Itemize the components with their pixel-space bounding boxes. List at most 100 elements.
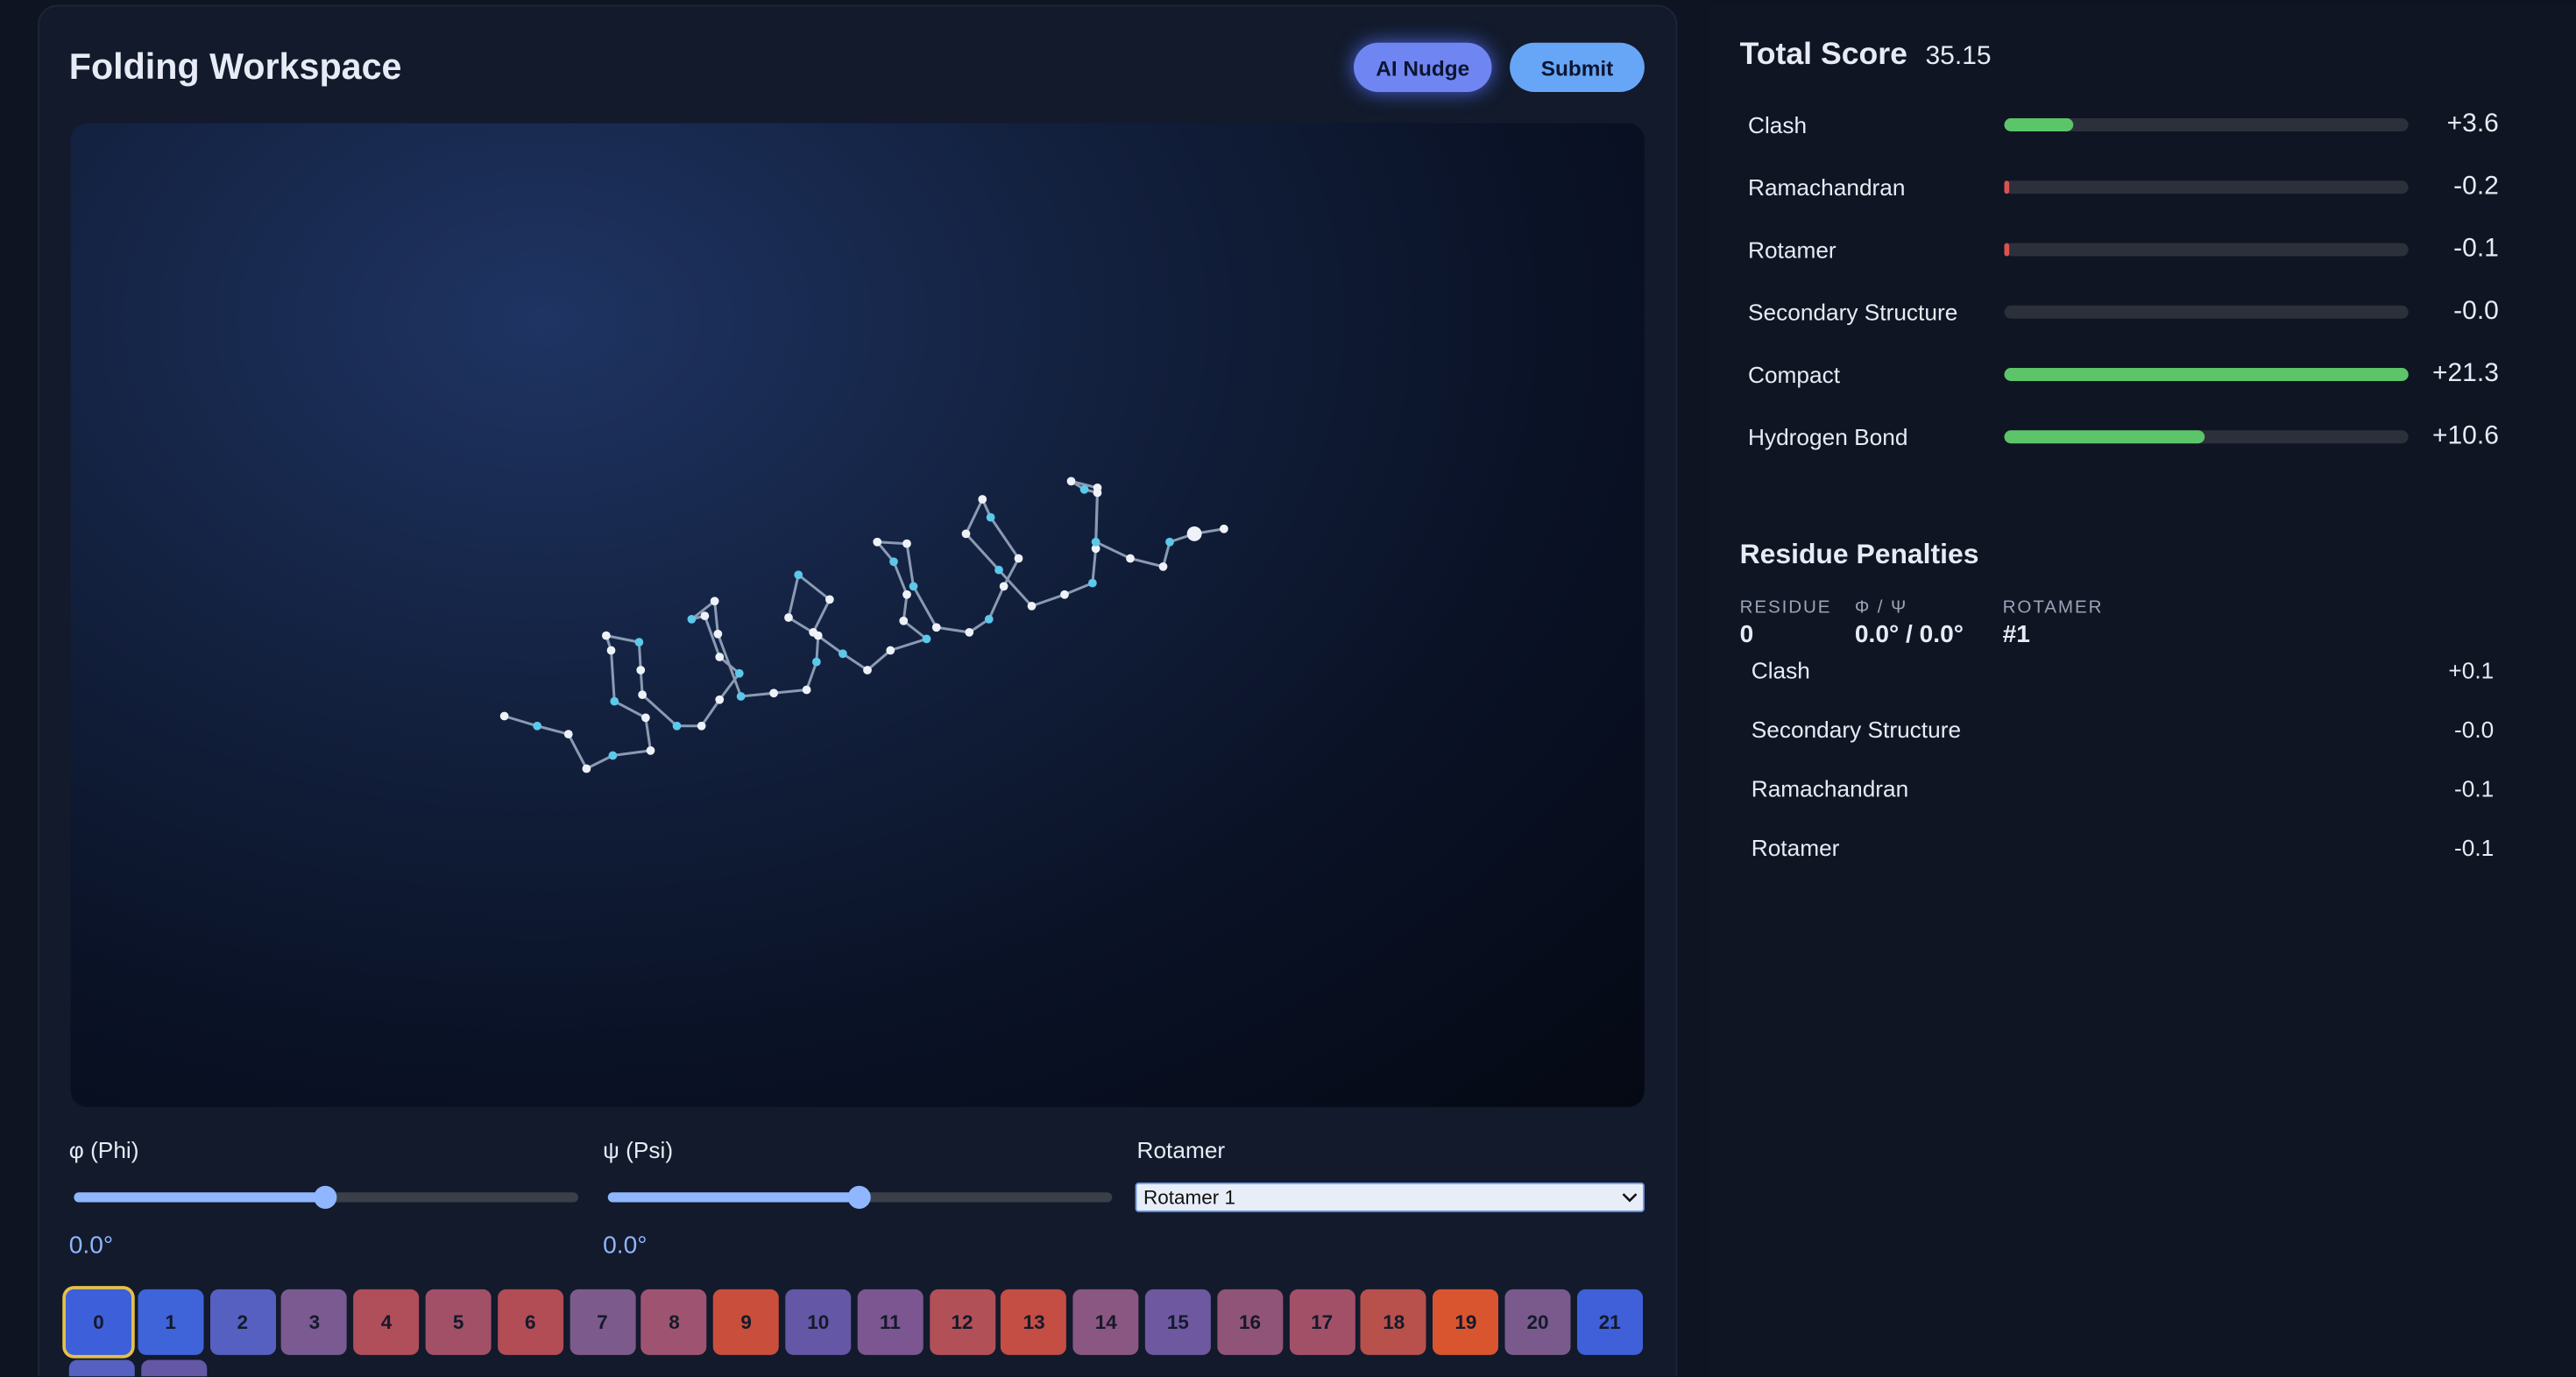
term-bar [2004, 430, 2206, 444]
phi-fill [74, 1192, 326, 1203]
atom [1088, 578, 1097, 588]
atom [965, 628, 974, 637]
residue-button[interactable]: 4 [353, 1289, 420, 1355]
residue-button[interactable]: 5 [425, 1289, 492, 1355]
term-value: +21.3 [2431, 359, 2499, 388]
atom [646, 746, 655, 755]
residue-button[interactable]: 0 [66, 1289, 131, 1355]
term-name: Compact [1748, 361, 1841, 388]
atom [533, 721, 541, 731]
residue-button[interactable]: 7 [569, 1289, 635, 1355]
atom [889, 557, 898, 567]
atom [994, 565, 1003, 575]
term-name: Secondary Structure [1748, 299, 1958, 326]
atom [1027, 602, 1037, 611]
field-value: 0 [1739, 620, 1754, 649]
residue-button-overflow[interactable] [141, 1359, 208, 1377]
atom [672, 721, 682, 731]
atom [863, 666, 872, 674]
residue-button[interactable]: 11 [857, 1289, 924, 1355]
penalty-value: -0.0 [2454, 716, 2495, 743]
atom [710, 597, 719, 606]
atom [978, 495, 987, 504]
residue-button[interactable]: 17 [1289, 1289, 1355, 1355]
submit-button[interactable]: Submit [1510, 42, 1645, 92]
atom [999, 582, 1008, 591]
term-bar [2004, 368, 2409, 381]
residue-button[interactable]: 12 [929, 1289, 995, 1355]
residue-button[interactable]: 19 [1433, 1289, 1499, 1355]
atom [736, 692, 746, 701]
penalty-value: +0.1 [2448, 657, 2495, 683]
residue-button[interactable]: 20 [1504, 1289, 1571, 1355]
atom [909, 582, 918, 591]
term-name: Rotamer [1748, 237, 1836, 263]
rotamer-select[interactable]: Rotamer 1 [1135, 1183, 1645, 1212]
atom [902, 590, 911, 599]
atom [697, 721, 706, 731]
atom [769, 688, 778, 698]
atom [984, 615, 994, 624]
structure-viewer[interactable] [70, 123, 1645, 1107]
atom [713, 629, 723, 639]
field-value: 0.0° / 0.0° [1854, 620, 1964, 649]
rotamer-label: Rotamer [1136, 1136, 1226, 1163]
residue-button[interactable]: 21 [1576, 1289, 1643, 1355]
residue-button[interactable]: 10 [785, 1289, 852, 1355]
atom [582, 764, 591, 773]
atom [636, 666, 646, 674]
term-value: -0.0 [2453, 297, 2499, 326]
atom [610, 696, 619, 706]
atom [638, 690, 647, 699]
residue-button[interactable]: 8 [640, 1289, 707, 1355]
phi-slider[interactable] [74, 1185, 578, 1209]
atom [873, 537, 882, 547]
residue-button[interactable]: 9 [713, 1289, 780, 1355]
atom [902, 539, 911, 548]
atom [899, 616, 909, 625]
atom [734, 668, 744, 678]
psi-slider[interactable] [607, 1185, 1113, 1209]
atom [715, 653, 725, 661]
term-track [2004, 243, 2409, 257]
residue-button[interactable]: 16 [1216, 1289, 1283, 1355]
atom [1093, 484, 1102, 492]
psi-thumb[interactable] [847, 1185, 871, 1209]
atom [602, 631, 611, 640]
residue-button[interactable]: 1 [138, 1289, 204, 1355]
psi-label: ψ (Psi) [603, 1136, 674, 1163]
term-bar [2004, 180, 2010, 194]
penalty-name: Secondary Structure [1751, 716, 1962, 743]
term-track [2004, 180, 2409, 194]
penalty-name: Clash [1751, 657, 1810, 683]
residue-button[interactable]: 14 [1072, 1289, 1139, 1355]
residue-button[interactable]: 2 [209, 1289, 276, 1355]
atom [802, 685, 811, 695]
workspace-title: Folding Workspace [68, 46, 402, 88]
phi-label: φ (Phi) [68, 1136, 139, 1163]
atom [608, 751, 618, 760]
penalty-name: Ramachandran [1751, 775, 1909, 801]
residue-button[interactable]: 13 [1001, 1289, 1067, 1355]
atom [839, 649, 847, 659]
field-value: #1 [2002, 620, 2030, 649]
penalty-value: -0.1 [2454, 834, 2495, 861]
ai-nudge-button[interactable]: AI Nudge [1354, 42, 1492, 92]
penalty-value: -0.1 [2454, 775, 2495, 801]
residue-button[interactable]: 6 [497, 1289, 563, 1355]
residue-button[interactable]: 15 [1144, 1289, 1211, 1355]
atom [563, 730, 573, 738]
residue-button[interactable]: 3 [281, 1289, 348, 1355]
score-panel [1709, 4, 2576, 1377]
atom [922, 634, 931, 644]
atom [1091, 544, 1100, 554]
residue-button[interactable]: 18 [1361, 1289, 1427, 1355]
atom [1126, 554, 1135, 563]
term-value: -0.1 [2453, 235, 2499, 263]
protein-chain [499, 477, 1228, 773]
phi-thumb[interactable] [314, 1185, 337, 1209]
atom [1014, 554, 1023, 563]
residue-button-overflow[interactable] [68, 1359, 135, 1377]
